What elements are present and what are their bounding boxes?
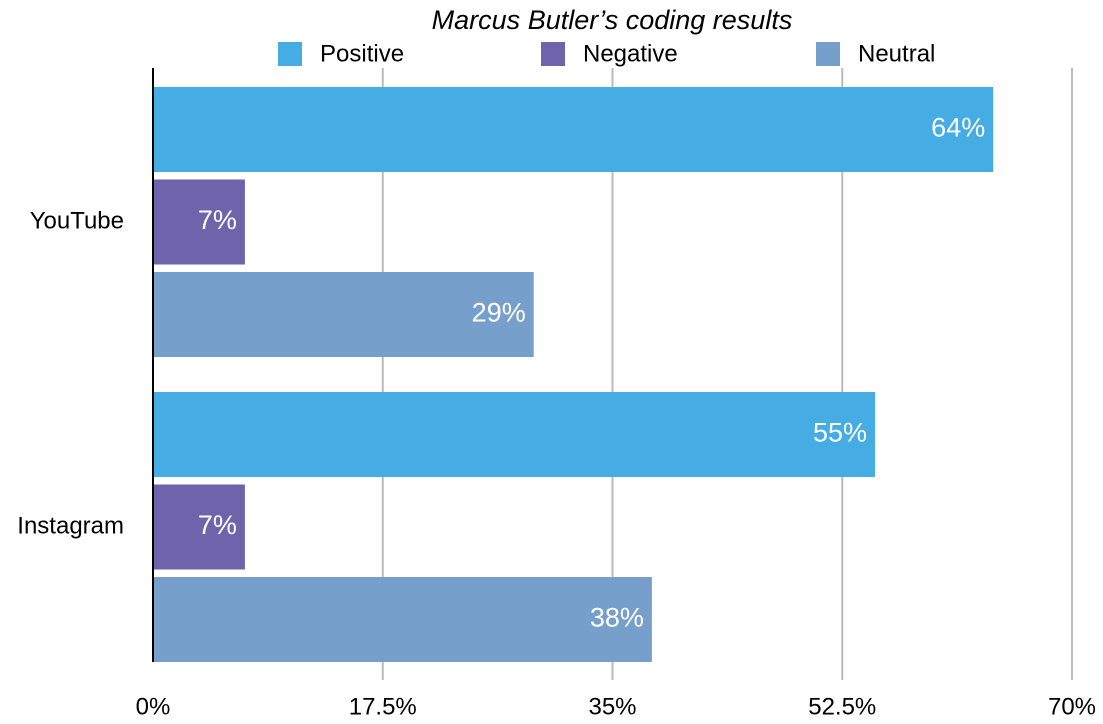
bar — [153, 484, 245, 570]
legend-label: Negative — [583, 40, 678, 67]
value-label: 7% — [198, 205, 237, 235]
value-label: 7% — [198, 510, 237, 540]
bar — [153, 87, 994, 172]
bar — [153, 272, 534, 357]
x-tick-label: 35% — [588, 693, 636, 720]
legend-label: Positive — [320, 40, 404, 67]
legend-swatch — [541, 42, 565, 66]
value-label: 29% — [472, 298, 526, 328]
bar — [153, 392, 876, 477]
x-tick-label: 17.5% — [349, 693, 417, 720]
bar — [153, 179, 245, 265]
chart-title: Marcus Butler’s coding results — [432, 5, 793, 35]
x-tick-label: 0% — [136, 693, 171, 720]
y-tick-label: Instagram — [17, 512, 124, 539]
legend-swatch — [816, 42, 840, 66]
bar — [153, 577, 652, 662]
y-tick-label: YouTube — [30, 207, 124, 234]
x-tick-label: 52.5% — [808, 693, 876, 720]
legend-swatch — [278, 42, 302, 66]
value-label: 64% — [931, 113, 985, 143]
value-label: 55% — [813, 418, 867, 448]
value-label: 38% — [590, 603, 644, 633]
legend-label: Neutral — [858, 40, 935, 67]
x-tick-label: 70% — [1048, 693, 1096, 720]
